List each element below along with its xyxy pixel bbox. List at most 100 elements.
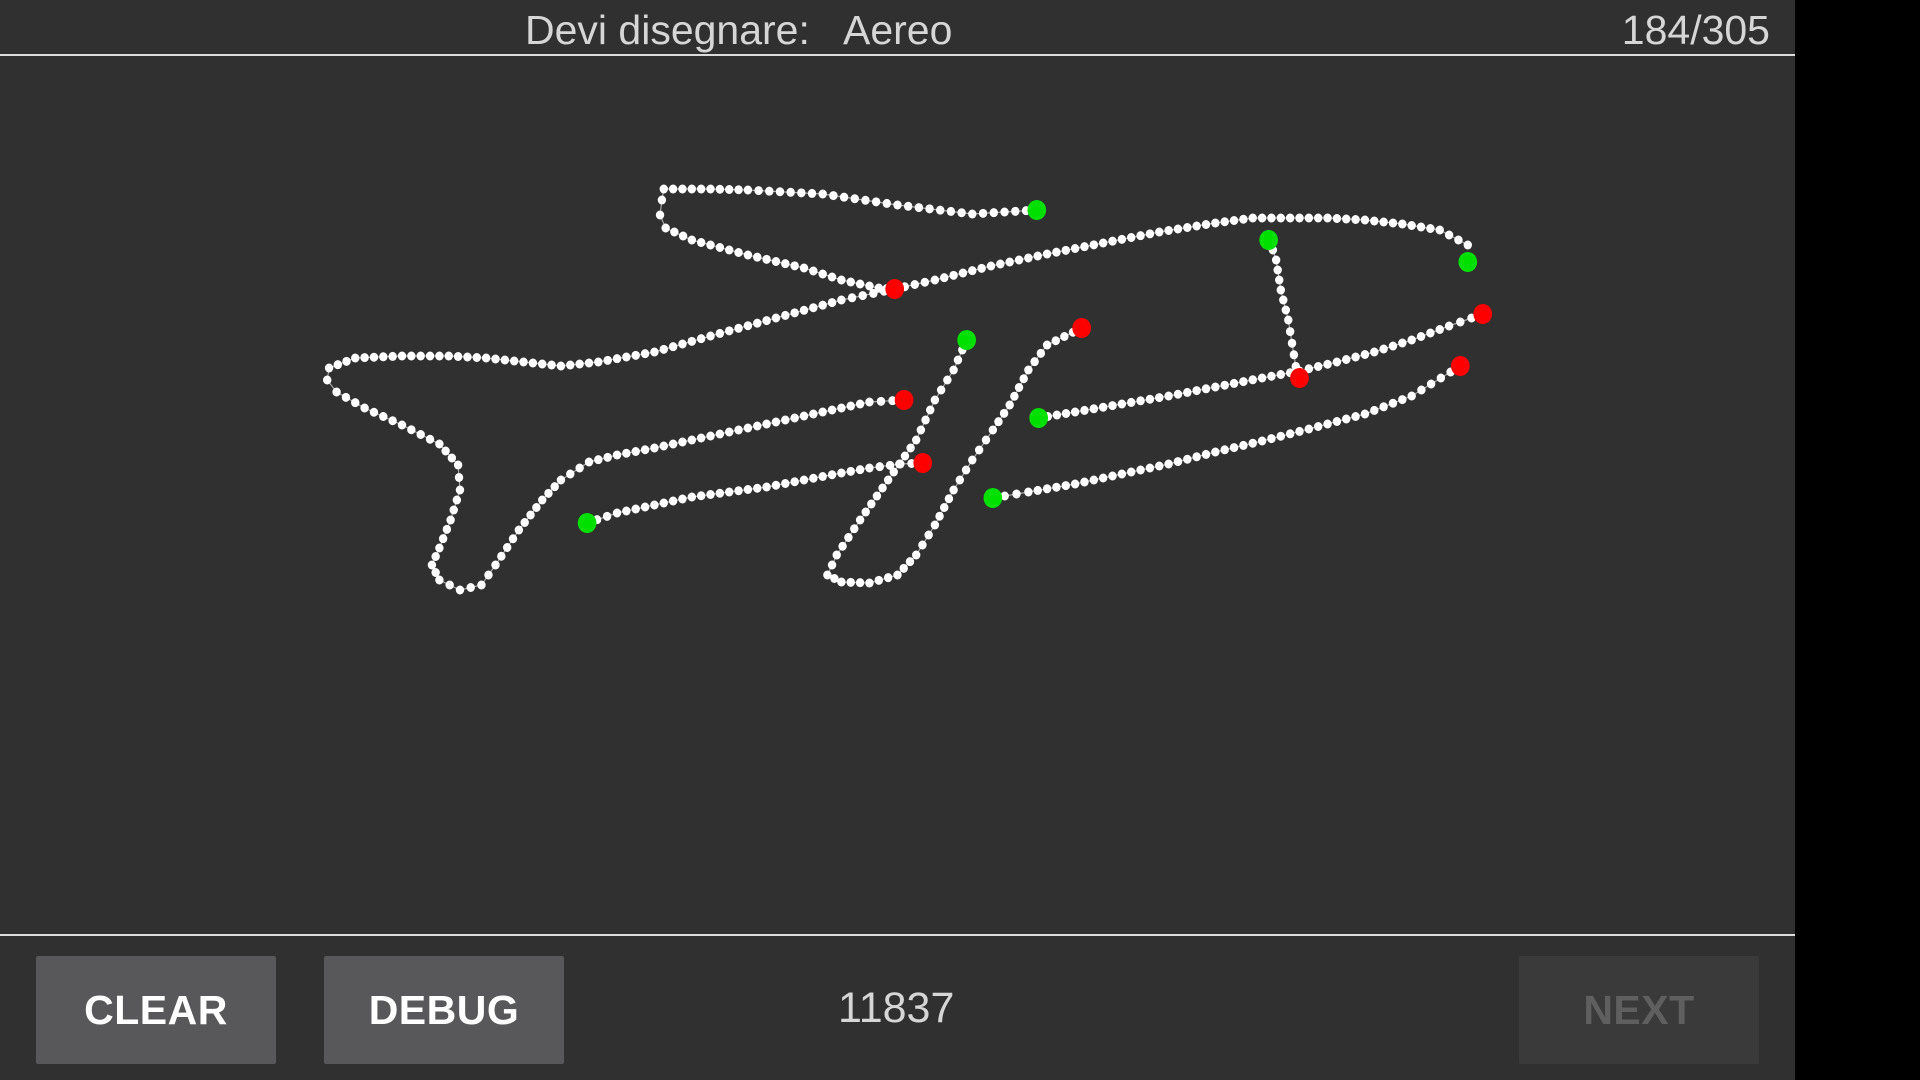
stroke-point — [706, 431, 715, 441]
stroke-point — [696, 334, 706, 344]
stroke-point — [612, 450, 622, 460]
stroke-point — [855, 578, 865, 588]
stroke-point — [668, 496, 678, 506]
app-window: Devi disegnare: Aereo 184/305 CLEAR DEBU… — [0, 0, 1795, 1080]
stroke-point — [844, 533, 853, 542]
stroke-point — [379, 352, 388, 362]
stroke-point — [435, 351, 444, 361]
stroke-point — [988, 425, 998, 435]
stroke-point — [1183, 454, 1192, 464]
stroke-point — [781, 259, 790, 269]
stroke-point — [550, 482, 559, 492]
stroke-point — [799, 475, 809, 485]
point-counter: 11837 — [838, 984, 955, 1032]
prompt-label: Devi disegnare: — [525, 7, 810, 53]
stroke-point — [1036, 348, 1046, 358]
stroke-point — [397, 420, 407, 430]
stroke-point — [855, 465, 865, 475]
stroke-point — [1024, 253, 1033, 263]
stroke-point — [1060, 332, 1069, 341]
stroke-point — [1304, 213, 1314, 223]
stroke-point — [1005, 257, 1014, 267]
stroke-point — [435, 439, 444, 449]
stroke-point — [1370, 347, 1379, 357]
stroke-point — [753, 252, 762, 262]
stroke-point — [1267, 371, 1276, 381]
stroke-point — [323, 375, 332, 385]
stroke-point — [818, 407, 827, 417]
stroke-end-marker — [1450, 356, 1470, 376]
stroke-point — [1070, 244, 1080, 253]
stroke-point — [1323, 213, 1332, 223]
stroke-point — [1313, 422, 1323, 431]
stroke-point — [1275, 275, 1284, 285]
stroke-point — [1248, 438, 1257, 448]
stroke-point — [771, 417, 781, 427]
stroke-point — [538, 495, 547, 505]
stroke-point — [1042, 484, 1052, 494]
stroke-point — [431, 552, 440, 561]
stroke-point — [678, 184, 687, 194]
stroke-point — [911, 550, 921, 560]
stroke-point — [640, 349, 650, 359]
stroke-point — [1061, 245, 1070, 255]
stroke-point — [1211, 218, 1220, 228]
drawing-canvas[interactable] — [0, 58, 1795, 934]
stroke-point — [850, 194, 859, 204]
stroke-point — [1313, 213, 1323, 223]
stroke-point — [566, 360, 575, 370]
stroke-point — [846, 277, 855, 287]
stroke-point — [827, 560, 837, 570]
stroke-point — [1379, 402, 1388, 412]
stroke-point — [491, 354, 500, 364]
stroke-point — [1285, 429, 1295, 439]
stroke-point — [827, 298, 837, 308]
stroke-point — [918, 540, 927, 550]
stroke-point — [1010, 391, 1019, 401]
stroke-point — [900, 451, 910, 461]
stroke-point — [715, 429, 725, 439]
stroke-point — [631, 504, 640, 514]
stroke-point — [1342, 214, 1351, 224]
stroke-point — [893, 570, 902, 580]
stroke-point — [940, 503, 949, 512]
stroke-point — [1276, 285, 1286, 295]
stroke-start-marker — [983, 488, 1003, 508]
stroke-point — [1342, 355, 1351, 364]
stroke-point — [1444, 321, 1454, 331]
stroke-point — [1454, 235, 1463, 245]
stroke-point — [818, 300, 827, 310]
stroke-point — [910, 280, 920, 289]
stroke-point — [799, 305, 809, 315]
stroke-point — [497, 551, 506, 561]
stroke-point — [584, 457, 594, 467]
stroke-point — [771, 313, 781, 323]
stroke-point — [1313, 362, 1323, 371]
stroke-point — [1257, 436, 1267, 446]
stroke-point — [775, 187, 785, 197]
stroke-point — [332, 387, 341, 397]
clear-button[interactable]: CLEAR — [36, 956, 276, 1064]
stroke-point — [781, 310, 790, 320]
stroke-point — [876, 396, 886, 406]
stroke-point — [603, 355, 612, 365]
stroke-point — [1279, 295, 1288, 305]
stroke-point — [706, 490, 715, 499]
stroke-point — [930, 520, 940, 530]
stroke-start-marker — [1458, 252, 1478, 272]
stroke-point — [351, 353, 360, 363]
stroke-point — [1030, 357, 1039, 367]
stroke-point — [333, 360, 343, 370]
stroke-point — [1407, 335, 1416, 345]
stroke-point — [407, 425, 416, 435]
debug-button[interactable]: DEBUG — [324, 956, 564, 1064]
stroke-point — [1289, 350, 1299, 360]
stroke-point — [1201, 384, 1211, 394]
stroke-point — [846, 401, 855, 411]
stroke-point — [444, 351, 453, 361]
next-button[interactable]: NEXT — [1519, 956, 1759, 1064]
stroke-point — [1201, 449, 1211, 459]
stroke-point — [797, 188, 806, 198]
stroke-point — [678, 437, 687, 447]
stroke-point — [725, 487, 734, 497]
